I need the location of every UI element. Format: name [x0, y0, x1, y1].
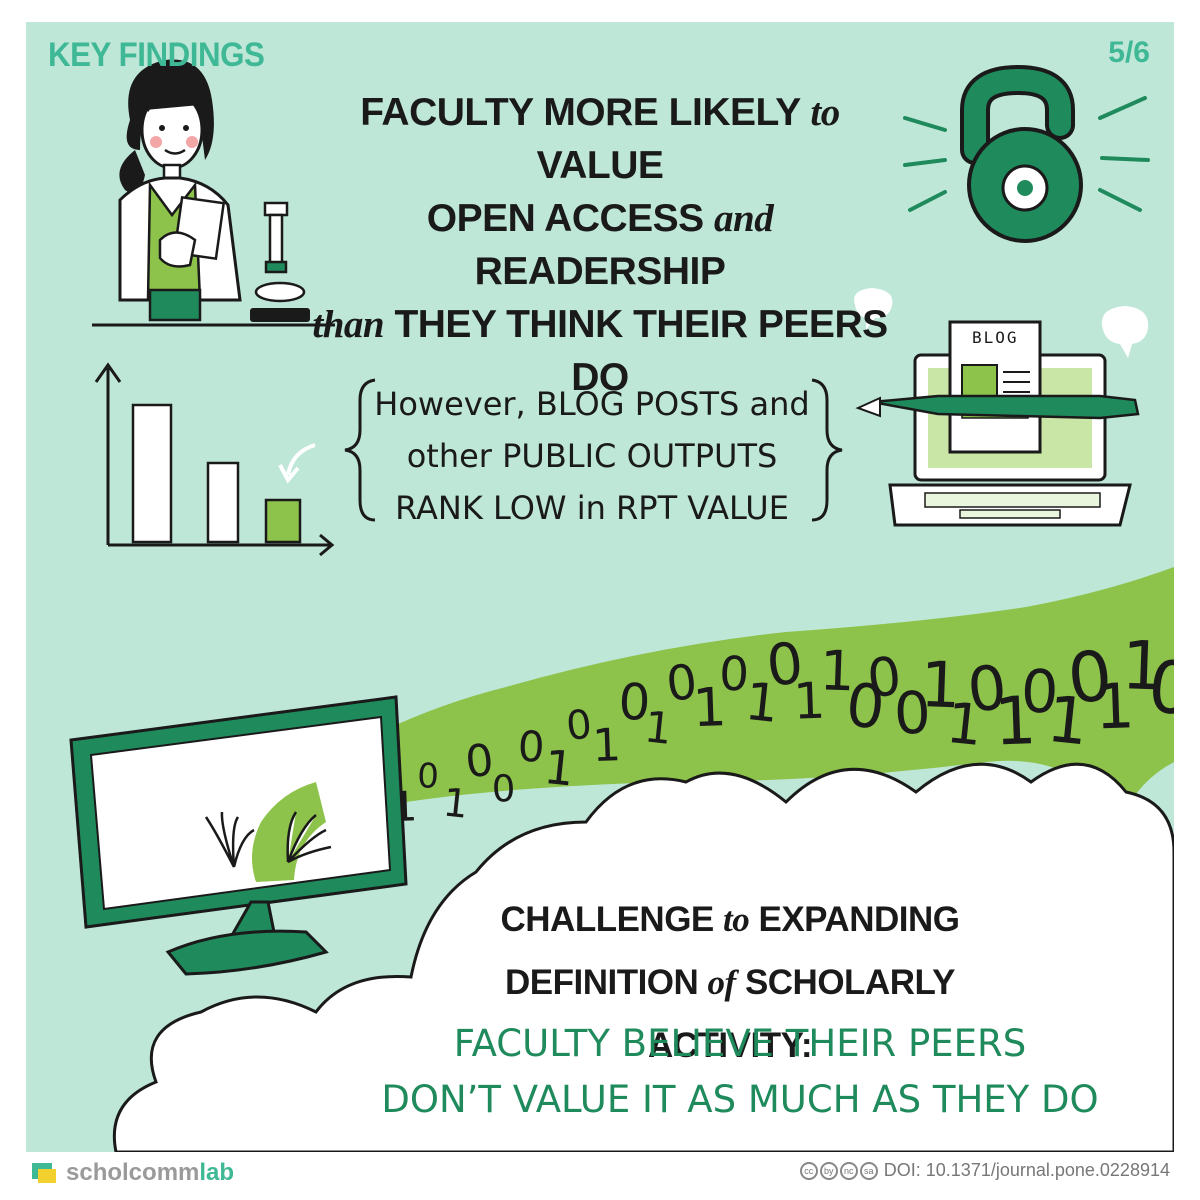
conclusion: FACULTY BELIEVE THEIR PEERS DON’T VALUE …: [360, 1016, 1120, 1128]
challenge-line-2: DEFINITION of SCHOLARLY ACTIVITY:: [504, 963, 956, 1065]
illustration-layer: 010101010001010101010110001101010110: [69, 59, 1174, 1152]
binary-digit: 1: [591, 718, 621, 772]
binary-digit: 1: [919, 648, 962, 722]
footer-doi: cc by nc sa DOI: 10.1371/journal.pone.02…: [799, 1160, 1170, 1181]
binary-digit: 1: [541, 740, 576, 798]
binary-digit: 0: [1064, 636, 1116, 720]
blog-sign: BLOG: [972, 328, 1019, 347]
chart-bar-high: [131, 403, 173, 544]
binary-digit: 0: [491, 767, 516, 811]
nc-icon: nc: [839, 1161, 858, 1180]
cc-icon: cc: [799, 1161, 818, 1180]
binary-digit: 0: [718, 647, 750, 703]
text-braces: [344, 378, 843, 522]
binary-digit: 1: [742, 672, 781, 735]
binary-digit: 1: [692, 677, 728, 739]
chart-bar-mid: [206, 461, 240, 544]
page-indicator: 5/6: [1108, 36, 1150, 69]
binary-digit: 0: [864, 646, 904, 710]
binary-digit: 0: [664, 654, 700, 713]
doi-text: DOI: 10.1371/journal.pone.0228914: [883, 1160, 1170, 1180]
binary-digit: 1: [441, 780, 470, 827]
binary-digit: 1: [642, 702, 674, 755]
binary-stream-ribbon: [271, 567, 1174, 877]
sa-icon: sa: [859, 1161, 878, 1180]
blog-note-line-2: other PUBLIC OUTPUTS: [406, 437, 778, 475]
brand-name: scholcommlab: [66, 1159, 235, 1186]
binary-digit: 0: [893, 679, 932, 748]
binary-digit: 0: [417, 756, 440, 797]
headline-line-2: OPEN ACCESS and READERSHIP: [426, 197, 774, 293]
license-icons: cc by nc sa: [799, 1161, 878, 1180]
binary-digit: 1: [792, 672, 826, 731]
binary-digit: 0: [843, 670, 888, 744]
key-findings-panel: 010101010001010101010110001101010110 KEY…: [26, 22, 1174, 1152]
conclusion-line-2: DON’T VALUE IT AS MUCH AS THEY DO: [381, 1078, 1099, 1121]
binary-digit: 0: [1020, 656, 1060, 726]
monitor-icon: [69, 695, 408, 976]
brand-chat-icon: [32, 1163, 56, 1183]
binary-digit: 1: [1044, 683, 1092, 761]
chart-bar-low: [264, 498, 302, 544]
speech-cloud: [112, 762, 1174, 1152]
conclusion-line-1: FACULTY BELIEVE THEIR PEERS: [453, 1022, 1027, 1065]
laptop-blog-icon: [854, 288, 1149, 527]
binary-digit: 0: [618, 673, 652, 732]
binary-digit: 1: [1120, 626, 1165, 705]
headline-line-3: than THEY THINK THEIR PEERS DO: [312, 303, 888, 399]
binary-digit: 1: [993, 682, 1038, 760]
blog-note-line-1: However, BLOG POSTS and: [374, 385, 810, 423]
binary-digit: 1: [819, 638, 856, 703]
binary-digit: 1: [943, 691, 985, 759]
binary-digit: 0: [564, 702, 594, 750]
headline-line-1: FACULTY MORE LIKELY to VALUE: [360, 91, 840, 187]
bar-chart-icon: [94, 362, 335, 557]
by-icon: by: [819, 1161, 838, 1180]
headline: FACULTY MORE LIKELY to VALUE OPEN ACCESS…: [300, 86, 900, 404]
binary-digit: 0: [964, 652, 1010, 727]
challenge-line-1: CHALLENGE to EXPANDING: [500, 900, 960, 939]
challenge-heading: CHALLENGE to EXPANDING DEFINITION of SCH…: [420, 888, 1040, 1077]
binary-digit: 0: [517, 722, 545, 772]
open-access-lock-icon: [903, 64, 1150, 243]
microscope-icon: [250, 201, 310, 322]
blog-note-line-3: RANK LOW in RPT VALUE: [395, 489, 789, 527]
binary-digit: 0: [463, 735, 496, 789]
key-findings-tag: KEY FINDINGS: [48, 36, 265, 74]
binary-digit: 0: [763, 630, 806, 699]
scientist-illustration: [92, 59, 335, 327]
blog-note: However, BLOG POSTS and other PUBLIC OUT…: [372, 378, 812, 534]
footer-brand: scholcommlab: [30, 1158, 234, 1188]
binary-digit: 1: [1094, 669, 1136, 743]
